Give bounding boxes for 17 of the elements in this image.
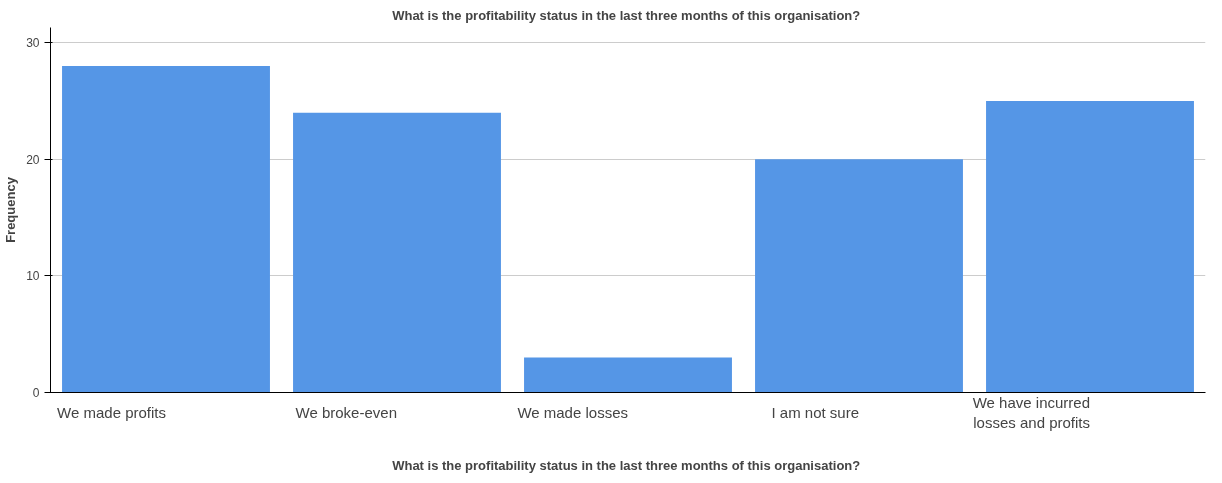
bar <box>524 357 732 393</box>
x-tick-label: We made profits <box>57 404 166 421</box>
bar <box>62 65 270 393</box>
x-tick-label: We have incurred losses and profits <box>972 393 1091 432</box>
y-tick-label: 30 <box>26 36 40 51</box>
chart-title: What is the profitability status in the last three months of this organisation? <box>392 7 861 23</box>
x-axis-title: What is the profitability status in the last three months of this organisation? <box>392 457 861 473</box>
bar <box>986 100 1194 393</box>
y-axis-title: Frequency <box>3 176 19 243</box>
bar <box>293 112 501 393</box>
y-tick-label: 10 <box>26 269 40 284</box>
bar <box>755 159 963 393</box>
x-tick-label: I am not sure <box>771 404 860 421</box>
x-tick-label: We made losses <box>517 404 629 421</box>
y-tick-label: 0 <box>32 386 40 400</box>
y-tick-label: 20 <box>26 152 40 167</box>
x-tick-label: We broke-even <box>295 404 398 421</box>
